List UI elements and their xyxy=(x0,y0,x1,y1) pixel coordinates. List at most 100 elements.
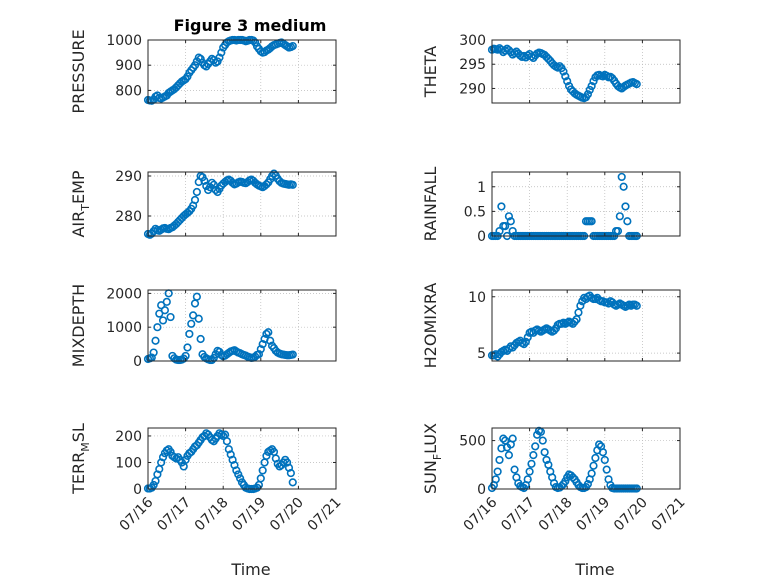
data-point xyxy=(258,466,267,475)
y-tick-label: 0 xyxy=(477,482,486,498)
axis-box xyxy=(491,289,681,362)
y-axis-label: RAINFALL xyxy=(421,167,440,242)
data-point xyxy=(587,217,596,226)
series-points xyxy=(143,169,297,239)
y-tick-label: 0 xyxy=(133,482,142,498)
data-point xyxy=(149,348,158,357)
data-point xyxy=(617,172,626,182)
data-point xyxy=(589,77,598,86)
data-point xyxy=(262,180,271,189)
data-point xyxy=(192,187,201,197)
data-point xyxy=(288,478,297,487)
axis-box xyxy=(491,171,681,237)
series-points xyxy=(487,291,641,361)
data-point xyxy=(587,81,596,91)
data-point xyxy=(615,212,624,221)
data-point xyxy=(266,336,275,345)
data-point xyxy=(215,53,224,62)
y-tick-label: 1000 xyxy=(106,33,142,49)
data-point xyxy=(585,85,594,95)
data-point xyxy=(621,202,630,211)
y-tick-label: 900 xyxy=(115,58,142,74)
data-point xyxy=(153,323,162,332)
data-point xyxy=(598,448,608,457)
x-tick-label: 07/17 xyxy=(154,495,194,535)
data-point xyxy=(288,41,297,51)
data-point xyxy=(236,474,245,483)
data-point xyxy=(151,336,160,345)
data-point xyxy=(527,459,536,468)
data-point xyxy=(506,217,515,226)
y-tick-label: 300 xyxy=(459,33,486,49)
x-tick-label: 07/20 xyxy=(611,495,651,535)
x-tick-label: 07/21 xyxy=(649,495,689,535)
subplot-1: 290 295 300 THETA xyxy=(421,33,681,104)
x-tick-label: 07/20 xyxy=(267,495,307,535)
x-tick-label: 07/19 xyxy=(573,495,613,535)
data-point xyxy=(501,222,510,231)
y-tick-label: 500 xyxy=(459,434,486,450)
data-point xyxy=(591,453,600,463)
data-point xyxy=(553,63,562,72)
y-tick-label: 290 xyxy=(115,169,142,185)
y-tick-label: 2000 xyxy=(106,286,142,302)
x-axis-label-right: Time xyxy=(574,560,614,579)
y-tick-label: 290 xyxy=(459,81,486,97)
data-point xyxy=(194,314,203,323)
data-point xyxy=(256,474,265,483)
data-point xyxy=(254,350,264,359)
y-axis-label: THETA xyxy=(421,46,440,98)
figure-title: Figure 3 medium xyxy=(174,16,327,35)
data-point xyxy=(574,308,583,317)
subplot-4: 0 1000 2000 MIXDEPTH xyxy=(69,284,337,370)
data-point xyxy=(228,178,237,187)
data-point xyxy=(523,333,532,342)
data-point xyxy=(249,36,258,45)
data-point xyxy=(493,467,502,476)
x-tick-label: 07/17 xyxy=(498,495,538,535)
x-tick-label: 07/21 xyxy=(305,495,345,535)
data-point xyxy=(160,306,170,315)
data-point xyxy=(288,350,297,359)
axis-box xyxy=(147,427,337,490)
data-point xyxy=(632,79,641,89)
data-point xyxy=(232,466,241,475)
data-point xyxy=(504,451,514,460)
data-point xyxy=(499,434,508,443)
series-points xyxy=(143,35,297,105)
data-point xyxy=(602,465,611,474)
data-point xyxy=(623,217,632,226)
data-point xyxy=(190,195,200,205)
data-point xyxy=(166,447,175,456)
x-tick-label: 07/16 xyxy=(117,494,157,534)
y-tick-label: 200 xyxy=(115,429,142,445)
data-point xyxy=(508,434,517,443)
data-point xyxy=(583,90,592,99)
y-axis-label: AIRTEMP xyxy=(69,170,92,237)
y-tick-label: 1 xyxy=(477,180,486,196)
data-point xyxy=(192,292,201,301)
series-points xyxy=(487,426,641,493)
x-tick-label: 07/19 xyxy=(229,495,269,535)
axis-box xyxy=(147,39,337,104)
data-point xyxy=(555,62,564,71)
data-point xyxy=(181,455,190,464)
data-point xyxy=(536,427,545,436)
data-point xyxy=(504,212,514,221)
data-point xyxy=(207,178,217,187)
x-tick-label: 07/18 xyxy=(192,495,232,535)
y-axis-label: PRESSURE xyxy=(69,29,88,113)
x-tick-label: 07/18 xyxy=(536,495,576,535)
data-point xyxy=(619,182,628,191)
subplot-2: 280 290 AIRTEMP xyxy=(69,169,337,239)
y-axis-label: H2OMIXRA xyxy=(421,283,440,369)
data-point xyxy=(262,451,271,460)
data-point xyxy=(256,345,265,354)
data-point xyxy=(632,301,641,310)
data-point xyxy=(510,465,519,474)
data-point xyxy=(196,334,205,344)
y-tick-label: 280 xyxy=(115,209,142,225)
data-point xyxy=(589,461,598,470)
data-point xyxy=(583,480,592,489)
